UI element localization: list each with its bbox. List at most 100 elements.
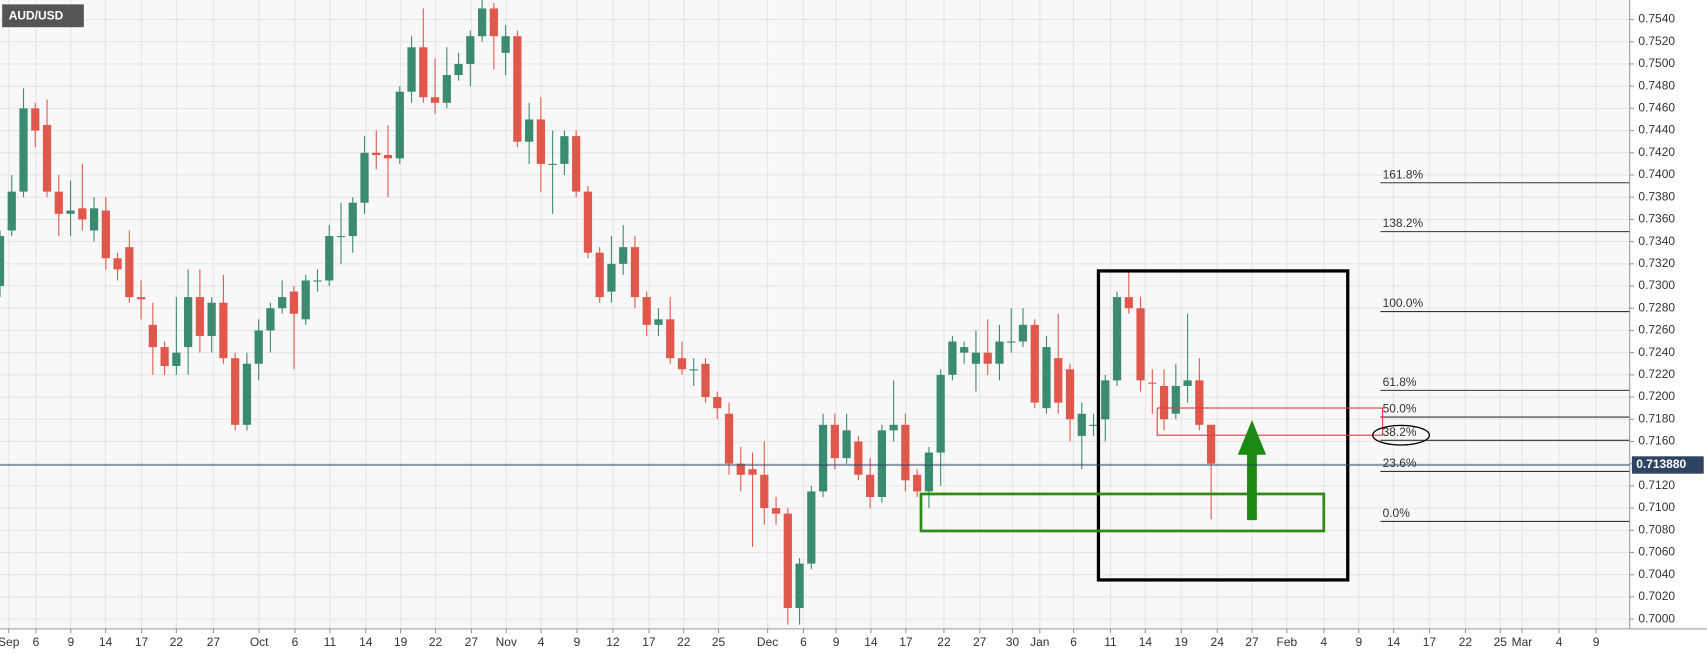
candle-body	[689, 369, 698, 371]
candle-body	[525, 119, 534, 142]
x-tick-label: 9	[574, 635, 581, 649]
x-tick-label: 17	[899, 635, 913, 649]
x-tick-label: 30	[1006, 635, 1020, 649]
candle-body	[1054, 358, 1063, 403]
candle-body	[795, 563, 804, 609]
candle-body	[136, 297, 146, 300]
candle-body	[1065, 369, 1075, 420]
x-tick-label: Jan	[1030, 635, 1049, 649]
candle-body	[42, 125, 52, 192]
candle-body	[595, 252, 604, 298]
candle-body	[924, 452, 934, 492]
candle-body	[1089, 424, 1098, 426]
focus-box	[1096, 269, 1350, 582]
candle-body	[231, 358, 240, 425]
candle-body	[160, 347, 169, 366]
x-tick-label: 14	[99, 635, 113, 649]
candle-body	[19, 108, 28, 192]
candle-body	[877, 430, 886, 497]
x-tick-label: 9	[1593, 635, 1600, 649]
fib-label: 100.0%	[1383, 296, 1424, 310]
fib-label: 0.0%	[1383, 506, 1411, 520]
axes: 0.7000 0.7020 0.7040 0.7060 0.7080 0.7100 0.71…	[0, 12, 1675, 649]
x-tick-label: 22	[170, 635, 184, 649]
y-tick-label: 0.7360	[1638, 212, 1675, 226]
candle-body	[125, 247, 134, 298]
x-tick-label: Mar	[1512, 635, 1533, 649]
candle-body	[0, 236, 5, 287]
x-tick-label: 6	[33, 635, 40, 649]
candle-body	[1206, 424, 1216, 464]
last-price-badge	[1631, 456, 1704, 474]
fib-label: 161.8%	[1383, 167, 1424, 181]
candle-body	[536, 119, 545, 164]
x-tick-label: 6	[292, 635, 299, 649]
candle-body	[783, 513, 792, 609]
candle-body	[301, 280, 310, 320]
candle-body	[66, 210, 75, 214]
y-tick-label: 0.7160	[1638, 434, 1675, 448]
fib-label: 138.2%	[1383, 216, 1424, 230]
level-highlight	[1372, 424, 1431, 446]
x-tick-label: 27	[465, 635, 479, 649]
candle-body	[278, 297, 287, 309]
x-tick-label: 14	[1387, 635, 1401, 649]
x-tick-label: 27	[1245, 635, 1259, 649]
y-tick-label: 0.7060	[1638, 545, 1675, 559]
candle-body	[148, 324, 157, 348]
x-tick-label: 19	[1175, 635, 1189, 649]
x-tick-label: Feb	[1277, 635, 1298, 649]
candle-body	[560, 136, 569, 164]
last-price: 0.713880	[0, 456, 1704, 474]
candle-body	[760, 474, 769, 509]
candle-body	[807, 491, 816, 564]
candle-body	[336, 236, 346, 238]
x-tick-label: 22	[1459, 635, 1473, 649]
candle-body	[360, 152, 369, 203]
candle-body	[313, 280, 322, 282]
candle-body	[407, 47, 416, 92]
candle-body	[1159, 385, 1169, 420]
x-tick-label: 27	[207, 635, 221, 649]
candle-body	[995, 341, 1004, 364]
candle-body	[913, 474, 922, 492]
y-tick-label: 0.7040	[1638, 567, 1675, 581]
y-tick-label: 0.7400	[1638, 167, 1675, 181]
candle-body	[466, 36, 475, 64]
candle-body	[254, 330, 263, 364]
x-tick-label: 17	[1423, 635, 1437, 649]
candle-body	[266, 308, 275, 331]
x-tick-label: 9	[67, 635, 74, 649]
candle-body	[1018, 324, 1028, 342]
candle-body	[89, 208, 99, 231]
candle-body	[348, 202, 357, 237]
candle-body	[419, 47, 428, 98]
candle-body	[572, 136, 581, 192]
candle-body	[7, 191, 16, 231]
candle-body	[771, 508, 781, 514]
support-box	[919, 492, 1326, 533]
candle-body	[372, 152, 381, 156]
y-tick-label: 0.7380	[1638, 189, 1675, 203]
candle-body	[1101, 380, 1110, 420]
y-tick-label: 0.7340	[1638, 234, 1675, 248]
x-tick-label: 19	[394, 635, 408, 649]
fib-label: 50.0%	[1383, 402, 1417, 416]
candle-body	[54, 191, 63, 214]
candle-body	[1030, 324, 1039, 403]
candle-body	[842, 430, 851, 459]
fib-label: 23.6%	[1383, 456, 1417, 470]
candle-body	[866, 474, 875, 497]
x-tick-label: 11	[1104, 635, 1117, 649]
candle-body	[666, 319, 675, 359]
y-tick-label: 0.7420	[1638, 145, 1675, 159]
x-tick-label: 24	[1211, 635, 1225, 649]
candle-body	[948, 341, 957, 375]
candle-body	[654, 319, 663, 325]
x-tick-label: 6	[800, 635, 807, 649]
candle-body	[383, 155, 393, 159]
candle-body	[325, 236, 334, 281]
y-tick-label: 0.7460	[1638, 101, 1675, 115]
y-tick-label: 0.7240	[1638, 345, 1675, 359]
